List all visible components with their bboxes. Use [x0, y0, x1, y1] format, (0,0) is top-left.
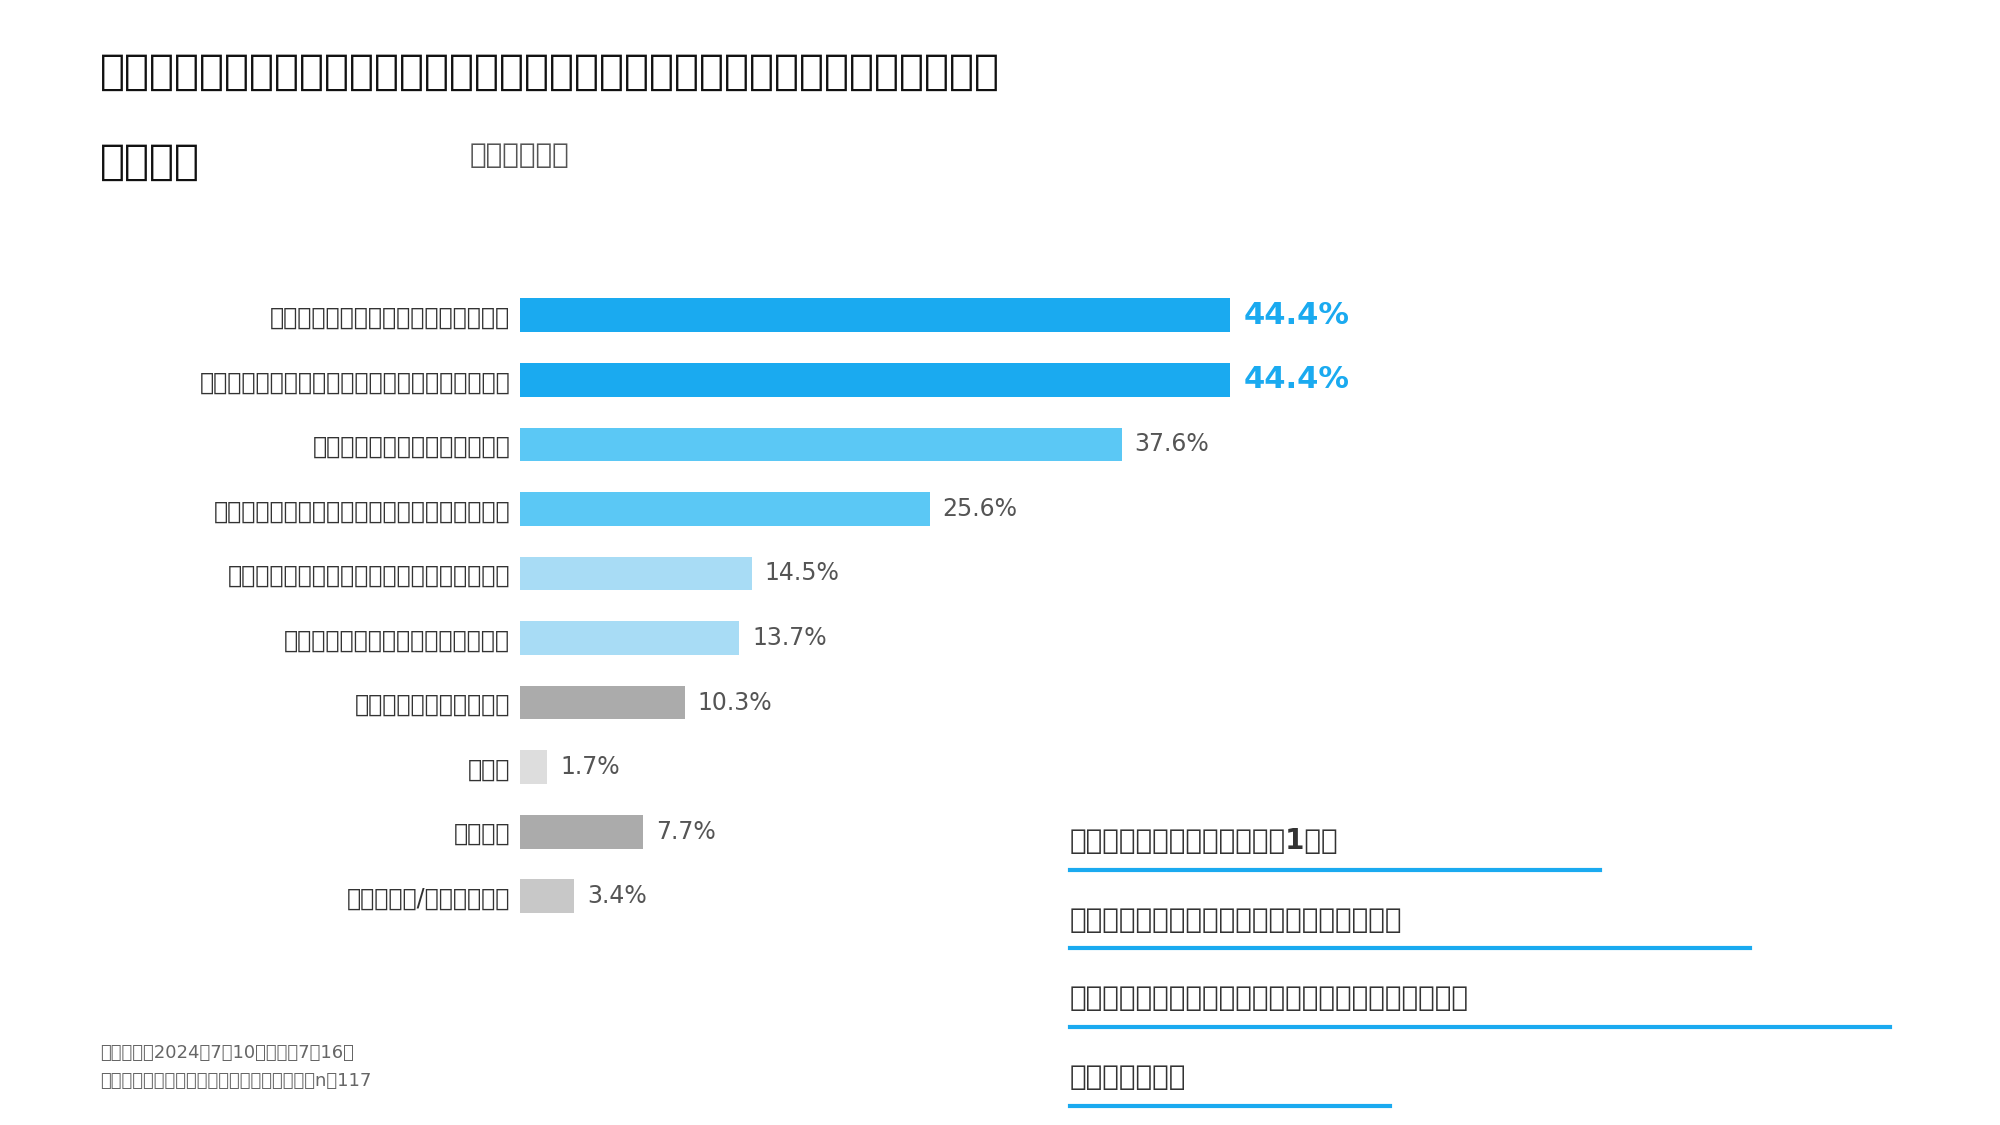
Bar: [520, 621, 740, 655]
Bar: [520, 298, 1230, 332]
Bar: [520, 492, 930, 525]
Bar: [520, 363, 1230, 396]
Text: 13.7%: 13.7%: [752, 626, 826, 650]
Text: 44.4%: 44.4%: [1244, 300, 1350, 330]
Text: 37.6%: 37.6%: [1134, 432, 1210, 457]
Bar: [520, 686, 684, 719]
Bar: [520, 814, 644, 848]
Text: ださい。: ださい。: [100, 141, 200, 182]
Bar: [520, 557, 752, 591]
Text: 1.7%: 1.7%: [560, 755, 620, 780]
Text: 「文法を活用しアウトプットする時間を設けている」: 「文法を活用しアウトプットする時間を設けている」: [1070, 984, 1468, 1012]
Bar: [520, 880, 574, 914]
Text: （複数回答）: （複数回答）: [470, 141, 570, 169]
Text: となりました。: となりました。: [1070, 1063, 1186, 1091]
Text: 14.5%: 14.5%: [764, 561, 840, 585]
Bar: [520, 428, 1122, 461]
Text: 10.3%: 10.3%: [698, 691, 772, 714]
Text: 3.4%: 3.4%: [588, 884, 646, 908]
Text: 7.7%: 7.7%: [656, 820, 716, 844]
Text: 「授業で復習の時間を何度も設けている」と: 「授業で復習の時間を何度も設けている」と: [1070, 906, 1402, 934]
Text: 25.6%: 25.6%: [942, 497, 1018, 521]
Text: 文法学習で工夫していること1位は: 文法学習で工夫していること1位は: [1070, 827, 1338, 855]
Text: 文法学習の中で、生徒が知識を定着しやすいように工夫していることを教えてく: 文法学習の中で、生徒が知識を定着しやすいように工夫していることを教えてく: [100, 51, 1000, 92]
Text: 調査期間：2024年7月10日〜同年7月16日
中学生・高校生の英語力に関する実態調査｜n＝117: 調査期間：2024年7月10日〜同年7月16日 中学生・高校生の英語力に関する実…: [100, 1044, 372, 1090]
Text: 44.4%: 44.4%: [1244, 366, 1350, 394]
Bar: [520, 750, 548, 784]
